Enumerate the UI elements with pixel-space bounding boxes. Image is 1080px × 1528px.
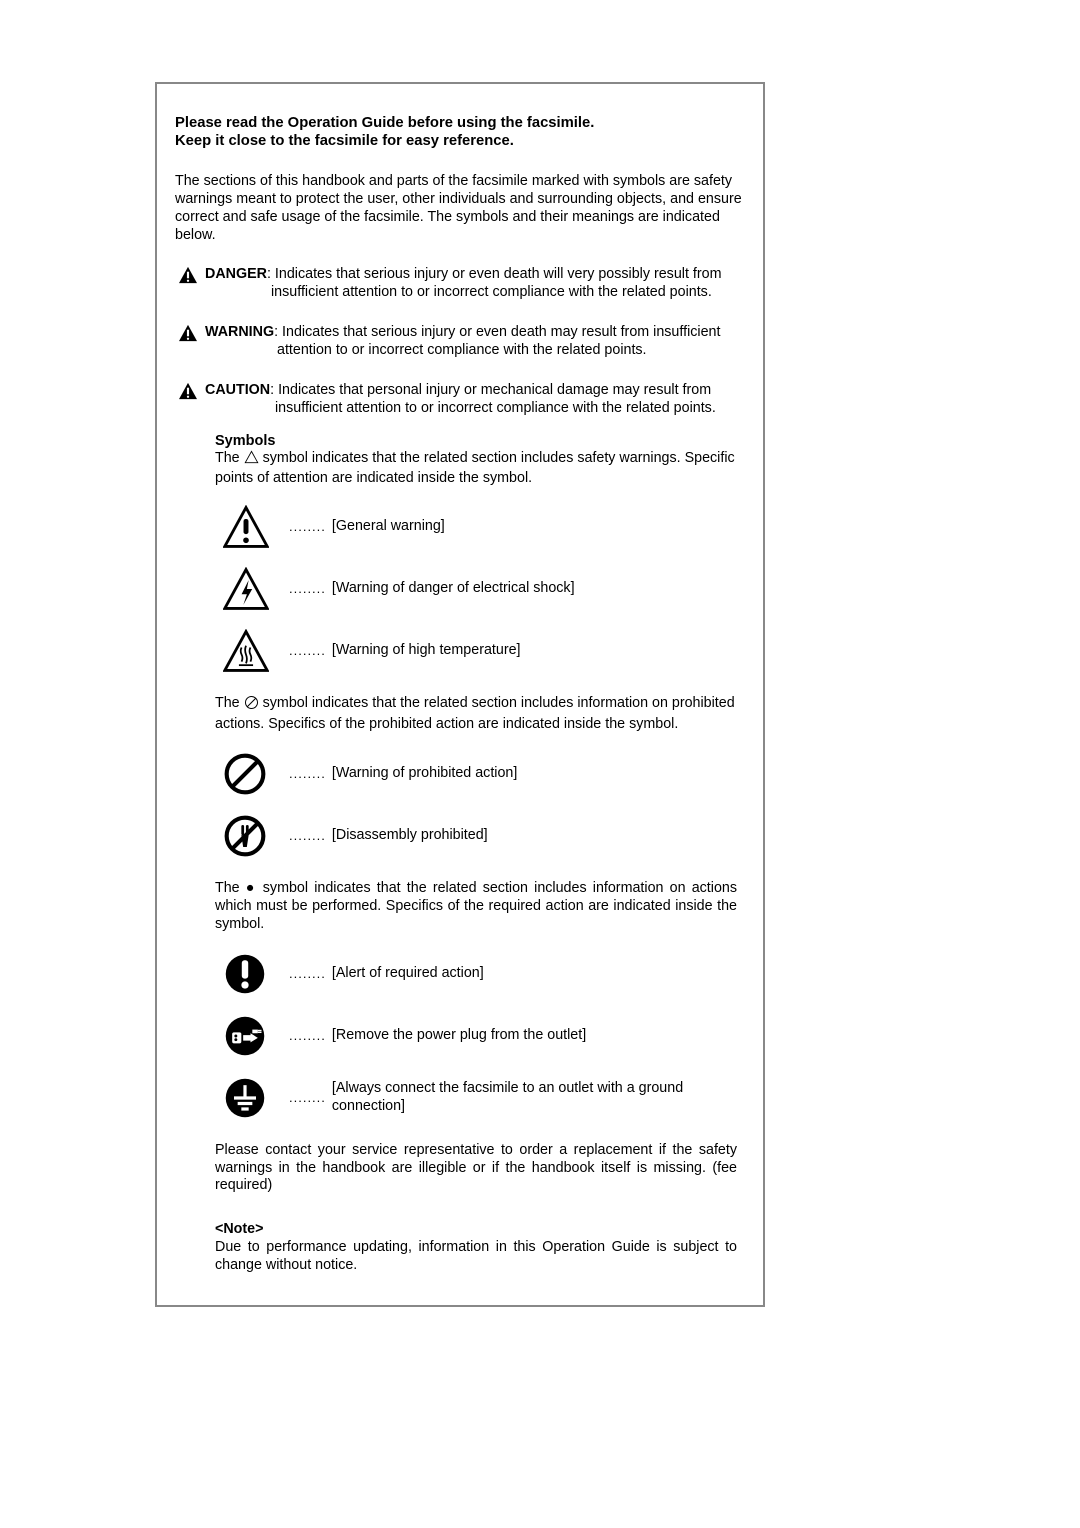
required-bullet-icon: ● [246,880,257,896]
required-intro-pre: The [215,880,246,896]
intro-paragraph: The sections of this handbook and parts … [175,173,743,244]
prohibit-circle-inline-icon [244,695,259,716]
note-text: Due to performance updating, information… [215,1239,737,1275]
warning-label: WARNING [205,324,274,340]
high-temp-label: [Warning of high temperature] [332,642,737,660]
general-warning-label: [General warning] [332,518,737,536]
triangle-intro-pre: The [215,450,240,466]
danger-triangle-icon [175,266,201,284]
caution-label: CAUTION [205,382,270,398]
symbol-row-prohibited: ........ [Warning of prohibited action] [215,752,737,796]
unplug-icon [215,1014,275,1058]
symbol-row-ground: ........ [Always connect the facsimile t… [215,1076,737,1120]
symbol-row-electric-shock: ........ [Warning of danger of electrica… [215,567,737,611]
symbol-row-no-disassembly: ........ [Disassembly prohibited] [215,814,737,858]
electric-shock-label: [Warning of danger of electrical shock] [332,580,737,598]
contact-paragraph: Please contact your service representati… [215,1142,737,1196]
warning-text-b: attention to or incorrect compliance wit… [205,342,743,360]
warning-text-a: : Indicates that serious injury or even … [274,324,720,340]
symbol-row-high-temp: ........ [Warning of high temperature] [215,629,737,673]
ground-label: [Always connect the facsimile to an outl… [332,1080,737,1116]
symbols-section: Symbols The symbol indicates that the re… [175,432,743,1275]
prohibit-intro: The symbol indicates that the related se… [215,695,737,734]
required-action-icon [215,952,275,996]
prohibited-label: [Warning of prohibited action] [332,765,737,783]
note-block: <Note> Due to performance updating, info… [215,1221,737,1275]
dots: ........ [275,828,332,844]
symbols-heading: Symbols [215,432,737,450]
header-line-2: Keep it close to the facsimile for easy … [175,132,743,150]
no-disassembly-icon [215,814,275,858]
high-temp-icon [215,629,275,673]
general-warning-icon [215,505,275,549]
required-intro-post: symbol indicates that the related sectio… [215,880,737,932]
caution-text-b: insufficient attention to or incorrect c… [205,400,743,418]
prohibit-intro-pre: The [215,695,240,711]
danger-text: DANGER: Indicates that serious injury or… [201,266,743,302]
dots: ........ [275,581,332,597]
symbol-row-required-action: ........ [Alert of required action] [215,952,737,996]
symbol-row-unplug: ........ [Remove the power plug from the… [215,1014,737,1058]
triangle-outline-icon [244,450,259,470]
unplug-label: [Remove the power plug from the outlet] [332,1027,737,1045]
danger-text-b: insufficient attention to or incorrect c… [205,284,743,302]
header-line-1: Please read the Operation Guide before u… [175,114,743,132]
ground-icon [215,1076,275,1120]
warning-row: WARNING: Indicates that serious injury o… [175,324,743,360]
caution-text: CAUTION: Indicates that personal injury … [201,382,743,418]
danger-label: DANGER [205,266,267,282]
danger-text-a: : Indicates that serious injury or even … [267,266,722,282]
caution-row: CAUTION: Indicates that personal injury … [175,382,743,418]
document-frame: Please read the Operation Guide before u… [155,82,765,1307]
danger-row: DANGER: Indicates that serious injury or… [175,266,743,302]
required-intro: The ● symbol indicates that the related … [215,880,737,934]
symbol-row-general-warning: ........ [General warning] [215,505,737,549]
dots: ........ [275,1028,332,1044]
prohibit-intro-post: symbol indicates that the related sectio… [215,695,735,732]
electric-shock-icon [215,567,275,611]
caution-triangle-icon [175,382,201,400]
warning-definitions: DANGER: Indicates that serious injury or… [175,266,743,417]
dots: ........ [275,519,332,535]
dots: ........ [275,643,332,659]
prohibited-action-icon [215,752,275,796]
dots: ........ [275,1090,332,1106]
warning-text: WARNING: Indicates that serious injury o… [201,324,743,360]
warning-triangle-icon [175,324,201,342]
no-disassembly-label: [Disassembly prohibited] [332,827,737,845]
dots: ........ [275,766,332,782]
note-heading: <Note> [215,1221,737,1239]
dots: ........ [275,966,332,982]
required-action-label: [Alert of required action] [332,965,737,983]
document-body: Please read the Operation Guide before u… [175,114,743,1275]
triangle-intro-post: symbol indicates that the related sectio… [215,450,735,486]
triangle-intro: The symbol indicates that the related se… [215,450,737,488]
caution-text-a: : Indicates that personal injury or mech… [270,382,711,398]
